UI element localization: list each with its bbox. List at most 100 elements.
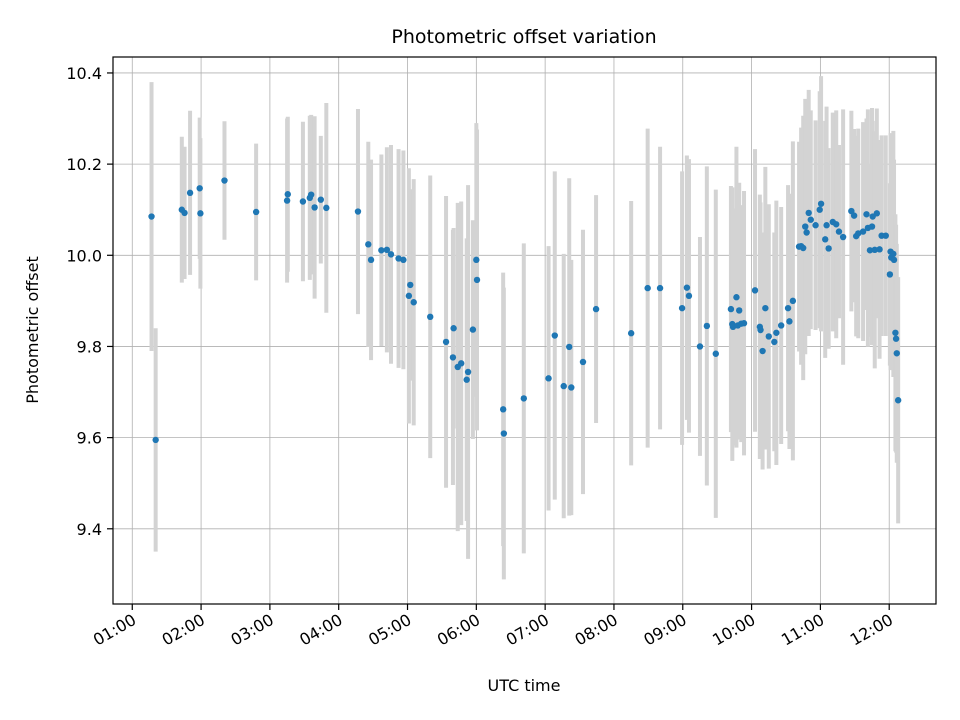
data-point [835, 228, 843, 235]
data-point [378, 247, 385, 254]
data-point [407, 281, 414, 289]
data-point [890, 250, 897, 258]
data-point [568, 384, 575, 391]
y-tick-label: 9.4 [77, 520, 102, 539]
data-point [221, 177, 228, 184]
x-tick-label: 02:00 [159, 610, 208, 650]
chart-title: Photometric offset variation [391, 26, 656, 48]
x-tick-label: 10:00 [709, 610, 758, 650]
data-point [354, 208, 362, 215]
y-tick-label: 10.4 [66, 64, 102, 83]
data-point [839, 233, 847, 241]
data-point [464, 368, 472, 376]
data-point [740, 320, 748, 327]
data-point [442, 338, 450, 346]
data-point [148, 213, 155, 220]
data-point [656, 284, 664, 292]
data-point [882, 232, 889, 239]
data-point [868, 223, 876, 230]
data-point [197, 210, 204, 217]
data-point [727, 305, 735, 313]
x-tick-label: 07:00 [503, 610, 552, 650]
data-point [463, 376, 470, 383]
data-point [735, 307, 743, 314]
data-point [803, 229, 810, 236]
data-point [892, 329, 899, 336]
data-point [560, 382, 567, 390]
data-point [551, 332, 558, 339]
data-point [892, 335, 900, 342]
data-point [850, 212, 858, 219]
data-point [703, 322, 711, 330]
data-point [893, 350, 900, 357]
data-point [592, 305, 600, 313]
data-point [283, 197, 291, 204]
data-point [789, 297, 797, 305]
data-point [762, 304, 769, 312]
data-point [871, 246, 878, 254]
data-point [817, 200, 825, 207]
data-point [678, 304, 686, 312]
data-point [410, 299, 417, 306]
x-tick-label: 11:00 [778, 610, 827, 650]
y-tick-label: 10.0 [66, 246, 102, 265]
data-point [890, 256, 898, 264]
data-point [833, 221, 840, 228]
data-point [284, 191, 291, 198]
data-point [873, 210, 881, 217]
data-point [469, 326, 477, 333]
x-tick-label: 05:00 [365, 610, 414, 650]
x-tick-label: 03:00 [227, 610, 276, 650]
data-point [683, 284, 691, 291]
data-point [405, 292, 413, 300]
y-tick-label: 9.8 [77, 337, 102, 356]
data-point [765, 333, 772, 340]
y-tick-label: 9.6 [77, 429, 102, 448]
data-point [400, 256, 407, 264]
data-point [773, 329, 780, 336]
data-point [181, 209, 188, 217]
data-point [311, 204, 318, 211]
data-point [566, 343, 573, 351]
data-point [805, 209, 812, 217]
data-point [473, 276, 481, 284]
data-point [450, 325, 457, 332]
data-point [729, 323, 737, 331]
data-point [855, 230, 862, 237]
data-point [771, 338, 778, 346]
data-point [365, 241, 372, 248]
data-point [383, 246, 391, 254]
data-point [395, 255, 402, 262]
data-point [859, 228, 867, 235]
plot-frame [112, 56, 937, 605]
data-point [627, 330, 635, 337]
x-tick-label: 01:00 [90, 610, 139, 650]
data-point [894, 397, 902, 404]
data-point [712, 350, 719, 357]
data-point [863, 211, 870, 218]
data-point [252, 208, 260, 216]
x-tick-label: 06:00 [434, 610, 483, 650]
data-point [579, 358, 587, 366]
data-point [696, 343, 704, 350]
data-point [520, 395, 528, 402]
data-point [751, 287, 759, 294]
data-point [823, 222, 830, 229]
y-axis-title: Photometric offset [23, 256, 42, 404]
data-point [757, 326, 764, 334]
data-point [733, 294, 740, 301]
data-point [196, 185, 203, 192]
data-point [786, 318, 793, 325]
data-point [367, 256, 375, 264]
x-axis-ticks: 01:00 02:00 03:00 04:00 05:00 06:00 07:00 08:00… [90, 604, 896, 650]
data-point [473, 256, 480, 264]
data-point [457, 360, 465, 367]
data-point [777, 322, 785, 329]
data-point [317, 196, 325, 203]
data-point [500, 430, 508, 437]
data-point [822, 236, 829, 243]
data-point [299, 198, 307, 205]
x-tick-label: 08:00 [572, 610, 621, 650]
data-point [816, 206, 823, 213]
